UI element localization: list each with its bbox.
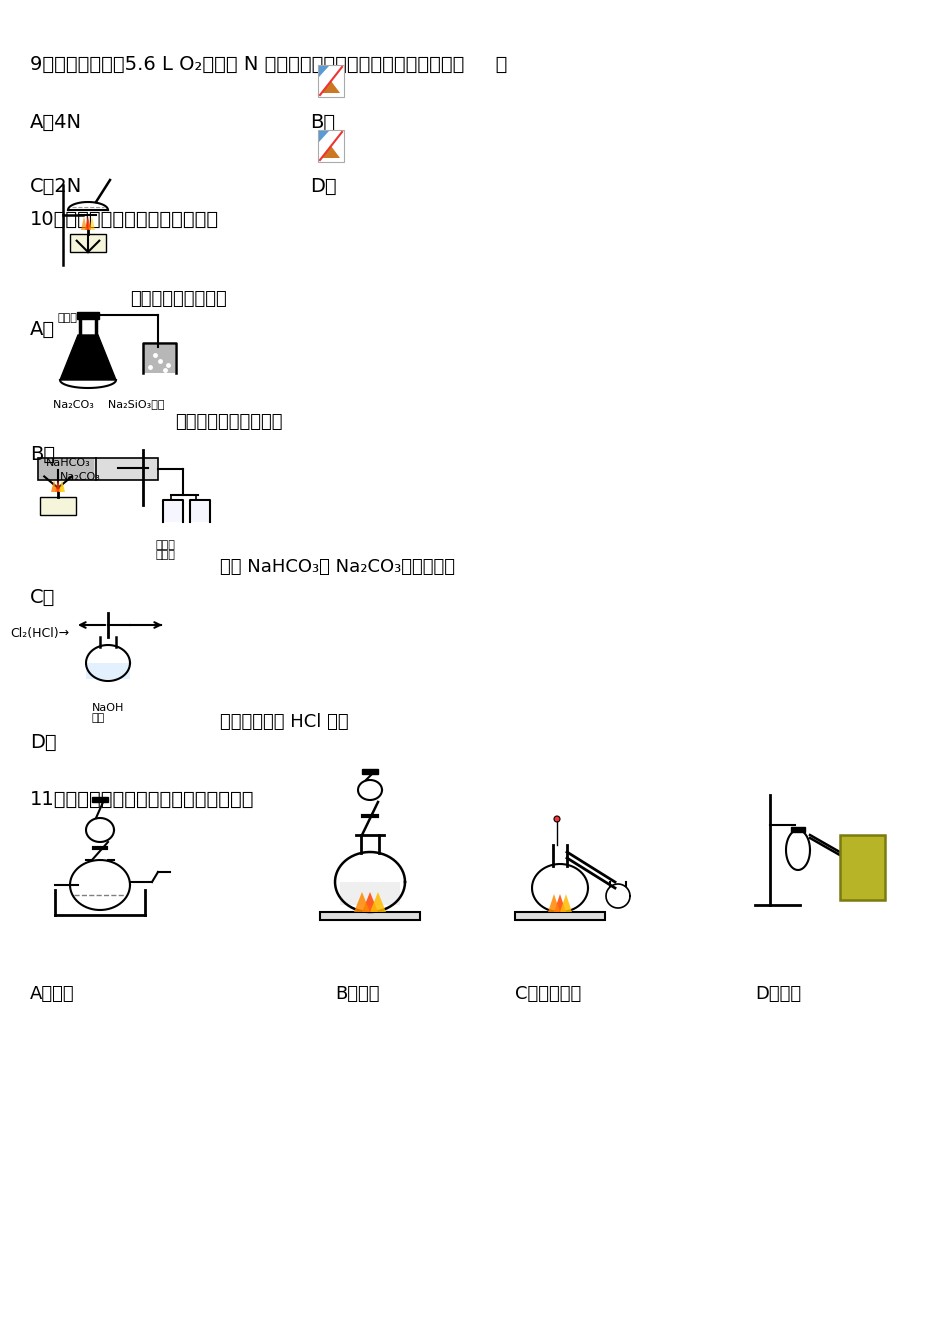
- Text: Na₂CO₃: Na₂CO₃: [60, 472, 101, 482]
- Bar: [77, 312, 99, 319]
- Text: 石灰水: 石灰水: [156, 550, 176, 560]
- Text: B．: B．: [30, 445, 55, 464]
- Polygon shape: [354, 892, 370, 913]
- Bar: [92, 797, 108, 802]
- Bar: [164, 503, 182, 521]
- Text: C．: C．: [30, 589, 55, 607]
- Polygon shape: [548, 894, 560, 913]
- Bar: [791, 827, 805, 832]
- Polygon shape: [85, 216, 91, 230]
- Text: 蒸发渴水获取渴单质: 蒸发渴水获取渴单质: [130, 290, 227, 308]
- Text: D．: D．: [30, 732, 57, 753]
- Bar: [191, 503, 209, 521]
- Text: A．4N: A．4N: [30, 113, 82, 132]
- Bar: [318, 130, 344, 163]
- Polygon shape: [322, 146, 340, 159]
- Polygon shape: [560, 894, 572, 913]
- Text: Cl₂(HCl)→: Cl₂(HCl)→: [10, 628, 69, 640]
- Text: 比较 NaHCO₃和 Na₂CO₃的热稳定性: 比较 NaHCO₃和 Na₂CO₃的热稳定性: [220, 558, 455, 577]
- Text: Na₂CO₃    Na₂SiO₃溶液: Na₂CO₃ Na₂SiO₃溶液: [53, 399, 164, 409]
- Bar: [144, 345, 175, 374]
- Polygon shape: [319, 66, 329, 77]
- Polygon shape: [340, 882, 400, 905]
- Polygon shape: [81, 216, 87, 230]
- Polygon shape: [60, 335, 116, 380]
- Bar: [70, 234, 106, 253]
- Text: 11、实验室制备下列物质的装置正确的是: 11、实验室制备下列物质的装置正确的是: [30, 790, 255, 809]
- Text: 10、下列实验能达到预期目的的是: 10、下列实验能达到预期目的的是: [30, 210, 219, 228]
- Text: B．乙烯: B．乙烯: [335, 985, 379, 1003]
- Polygon shape: [370, 892, 386, 913]
- Text: 溶液: 溶液: [92, 714, 105, 723]
- Bar: [362, 769, 378, 774]
- Polygon shape: [319, 130, 329, 142]
- Circle shape: [554, 816, 560, 823]
- Polygon shape: [554, 894, 566, 913]
- Polygon shape: [55, 480, 61, 492]
- Polygon shape: [59, 480, 65, 492]
- Polygon shape: [86, 663, 130, 679]
- Polygon shape: [51, 480, 57, 492]
- Text: NaHCO₃: NaHCO₃: [46, 458, 91, 468]
- Text: 澄清的: 澄清的: [156, 540, 176, 550]
- Text: A．乙炱: A．乙炱: [30, 985, 75, 1003]
- Text: 证明碳酸酸性强于硅酸: 证明碳酸酸性强于硅酸: [175, 413, 282, 431]
- Text: D．: D．: [310, 177, 336, 196]
- Bar: [40, 497, 76, 515]
- Bar: [320, 913, 420, 921]
- Bar: [39, 460, 94, 478]
- Bar: [318, 65, 344, 97]
- Bar: [840, 835, 885, 900]
- Text: 除去氯气中的 HCl 杂质: 除去氯气中的 HCl 杂质: [220, 714, 349, 731]
- Text: 稀硫酸: 稀硫酸: [58, 313, 78, 323]
- Text: A．: A．: [30, 320, 55, 339]
- Text: C．乙酸乙酯: C．乙酸乙酯: [515, 985, 581, 1003]
- Bar: [515, 913, 605, 921]
- Bar: [38, 458, 158, 480]
- Text: C．2N: C．2N: [30, 177, 83, 196]
- Text: B．: B．: [310, 113, 335, 132]
- Text: NaOH: NaOH: [92, 703, 124, 714]
- Polygon shape: [362, 892, 378, 913]
- Polygon shape: [322, 81, 340, 93]
- Text: 9、标准状况下，5.6 L O₂中含有 N 个氧原子，则阿伏加德罗常数的値为（     ）: 9、标准状况下，5.6 L O₂中含有 N 个氧原子，则阿伏加德罗常数的値为（ …: [30, 55, 507, 74]
- Text: D．氢气: D．氢气: [755, 985, 801, 1003]
- Polygon shape: [89, 216, 95, 230]
